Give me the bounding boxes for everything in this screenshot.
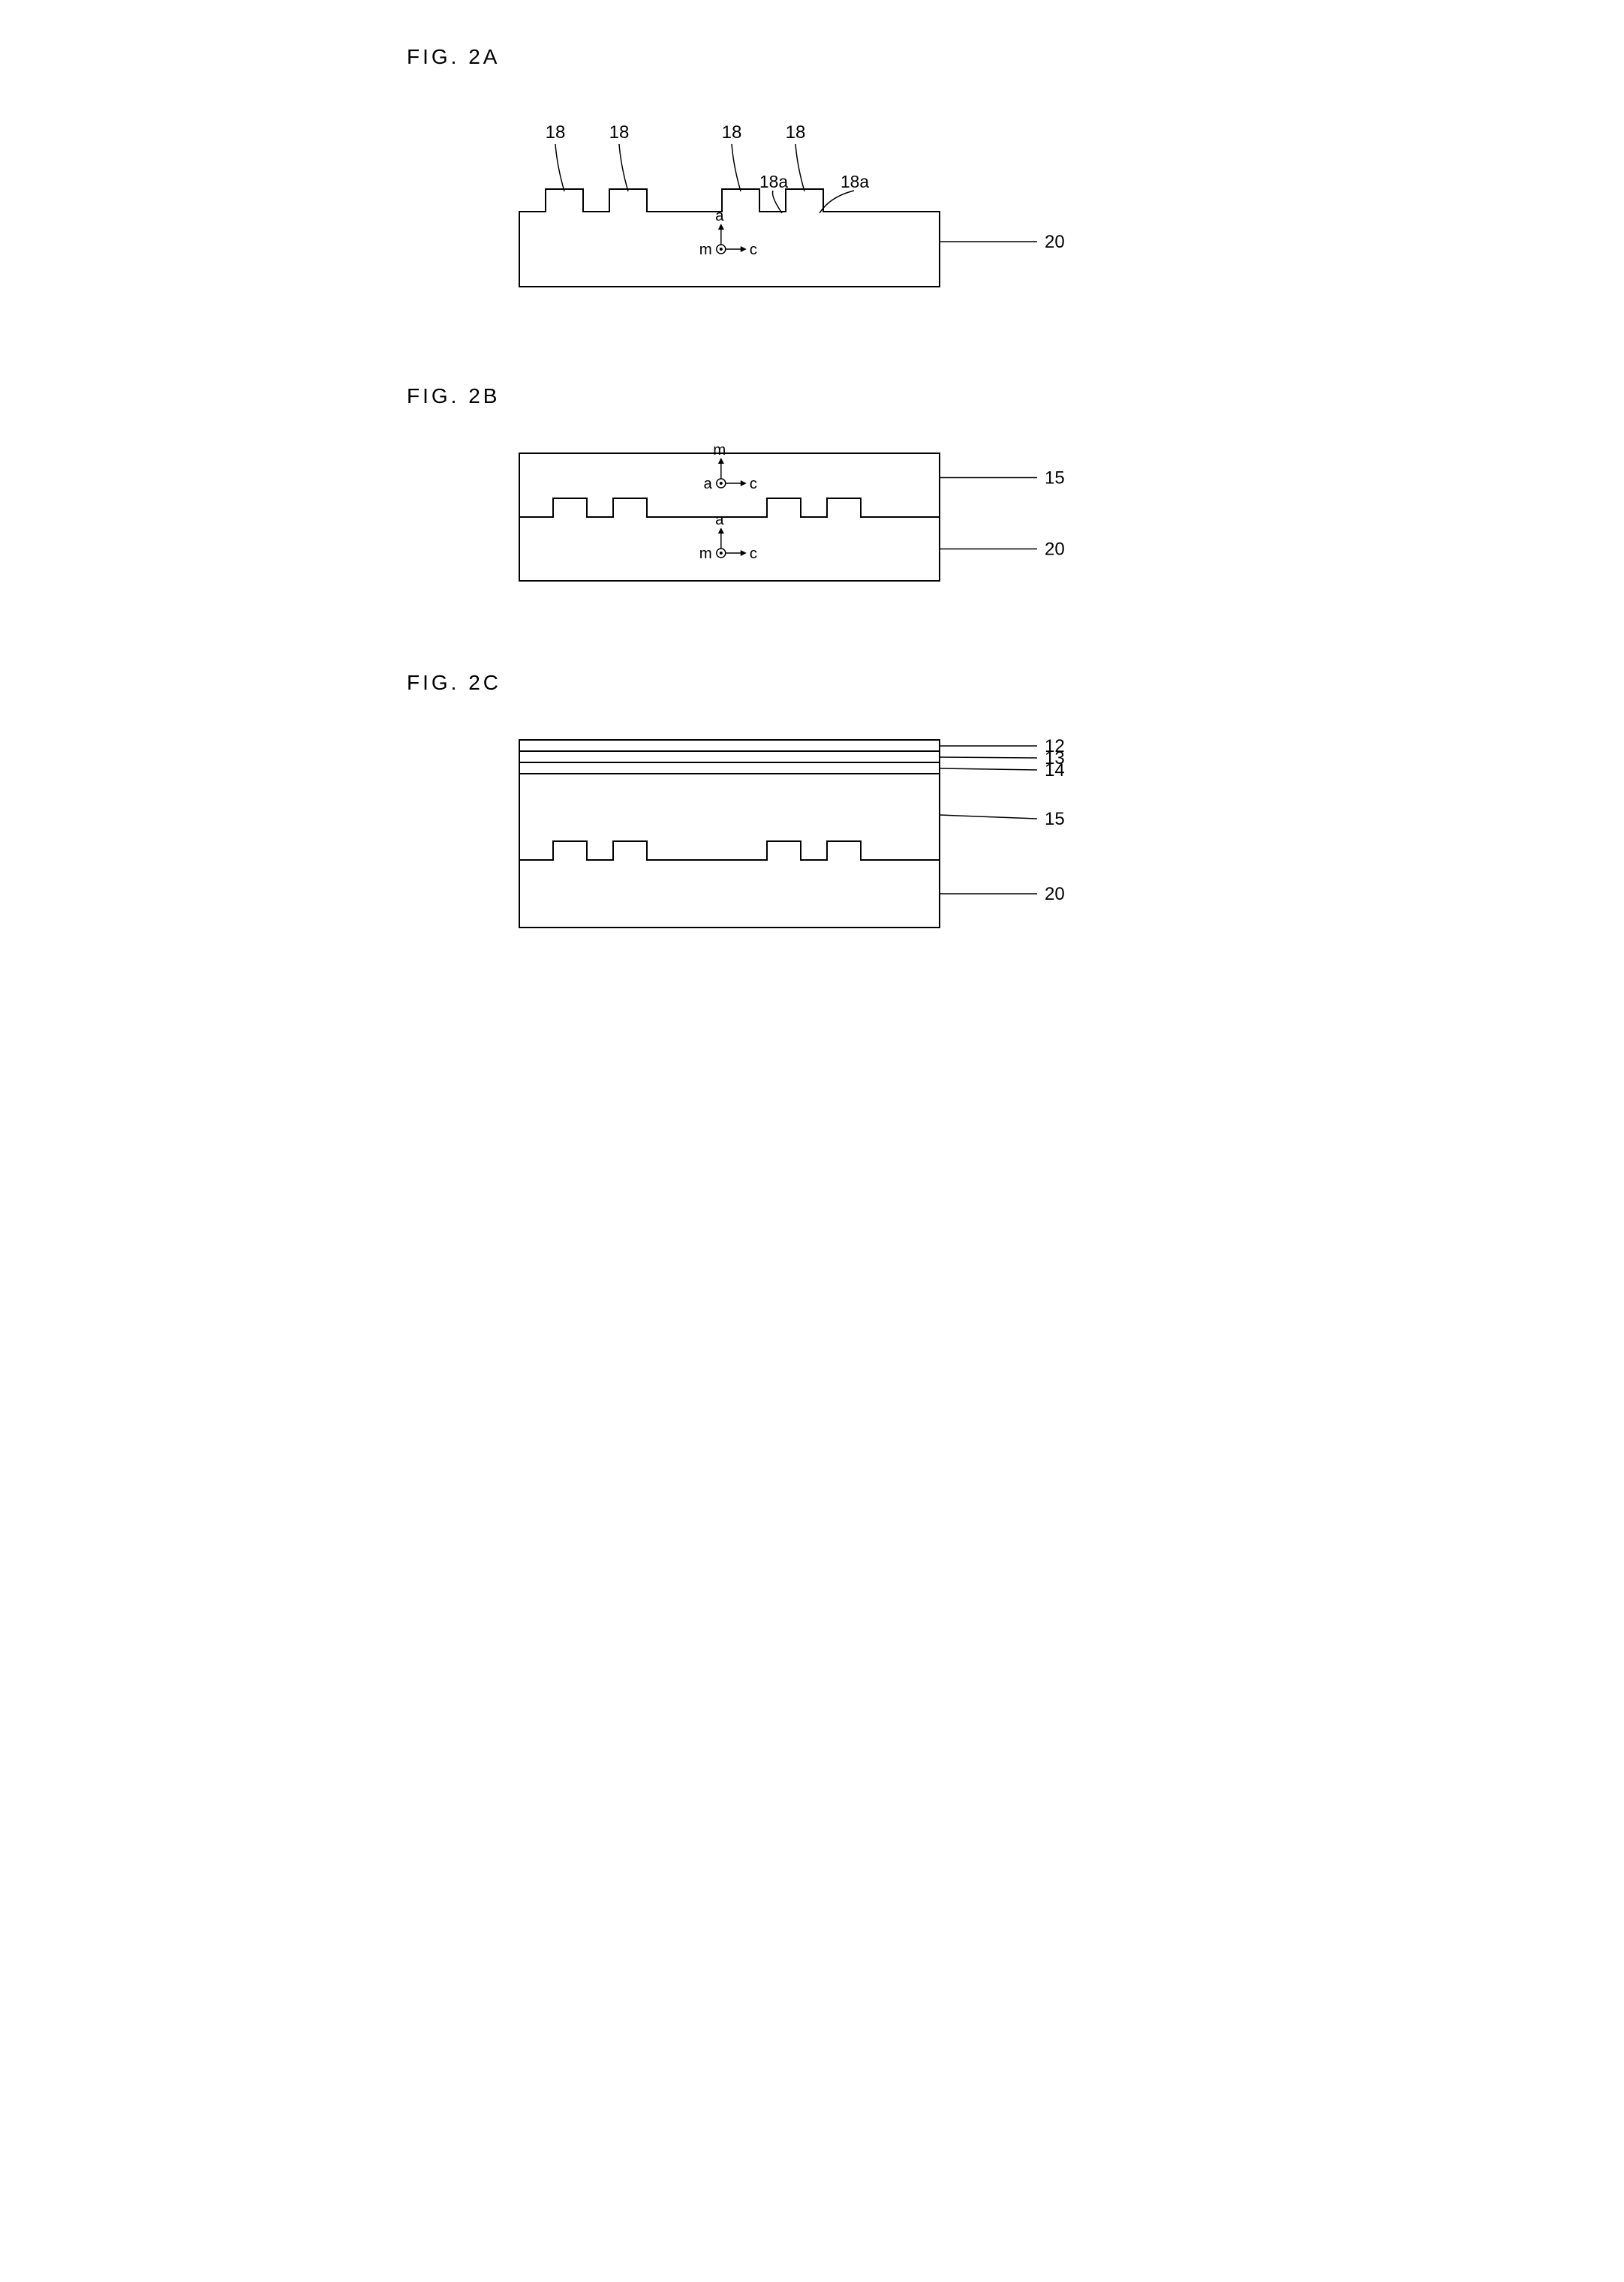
svg-text:a: a [715,208,724,224]
svg-text:15: 15 [1045,809,1065,829]
svg-text:a: a [715,512,724,528]
svg-text:c: c [750,242,757,258]
svg-text:m: m [713,442,726,459]
svg-text:18a: 18a [841,172,869,191]
svg-text:14: 14 [1045,760,1065,780]
fig-2a-label: FIG. 2A [407,45,1217,69]
svg-text:20: 20 [1045,540,1065,560]
svg-text:c: c [750,546,757,562]
svg-text:20: 20 [1045,884,1065,904]
svg-text:18a: 18a [759,172,788,191]
svg-text:20: 20 [1045,232,1065,252]
svg-text:a: a [703,476,712,492]
svg-text:c: c [750,476,757,492]
svg-text:m: m [699,546,712,562]
svg-text:15: 15 [1045,468,1065,489]
svg-text:m: m [699,242,712,258]
fig-2b-label: FIG. 2B [407,384,1217,408]
fig-2c-diagram: 1213141520 [467,725,1217,958]
fig-2c-label: FIG. 2C [407,671,1217,695]
svg-text:18: 18 [609,122,630,143]
fig-2b-diagram: 15 20 m a c a m c [467,438,1217,611]
svg-text:18: 18 [546,122,566,143]
fig-2a-diagram: 18 18 18 18 18a 18a 20 a m c [467,99,1217,324]
svg-text:18: 18 [722,122,742,143]
svg-text:18: 18 [786,122,806,143]
